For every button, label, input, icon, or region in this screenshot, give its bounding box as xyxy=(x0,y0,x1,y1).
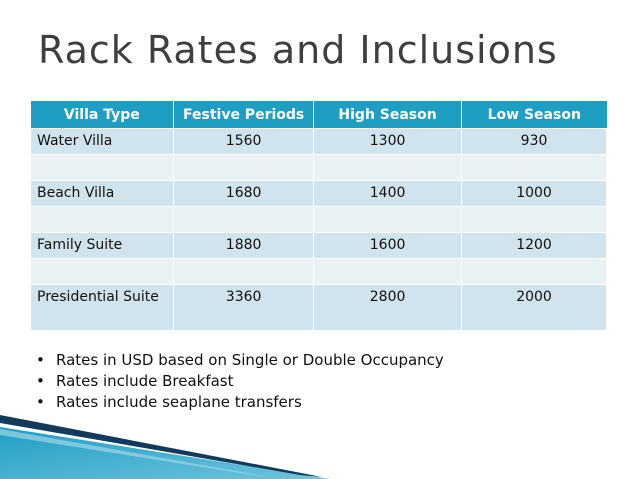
table-row: Presidential Suite 3360 2800 2000 xyxy=(29,284,607,331)
cell-villa: Water Villa xyxy=(29,128,175,155)
cell-villa: Presidential Suite xyxy=(29,284,175,331)
cell-low xyxy=(461,258,607,285)
cell-high: 2800 xyxy=(313,284,463,331)
slide-title: Rack Rates and Inclusions xyxy=(38,28,558,72)
cell-villa xyxy=(29,154,175,181)
cell-festive: 1680 xyxy=(173,180,315,207)
cell-festive: 1880 xyxy=(173,232,315,259)
cell-high: 1600 xyxy=(313,232,463,259)
cell-low: 1000 xyxy=(461,180,607,207)
cell-festive xyxy=(173,258,315,285)
notes-list: • Rates in USD based on Single or Double … xyxy=(36,350,444,413)
cell-low: 930 xyxy=(461,128,607,155)
header-high-season: High Season xyxy=(313,101,463,129)
note-text: Rates include seaplane transfers xyxy=(56,393,302,411)
table-row xyxy=(29,206,607,233)
cell-festive: 3360 xyxy=(173,284,315,331)
table-row xyxy=(29,154,607,181)
table-row xyxy=(29,258,607,285)
cell-festive xyxy=(173,206,315,233)
dark-swoosh xyxy=(0,415,322,477)
list-item: • Rates include seaplane transfers xyxy=(36,392,444,413)
teal-swoosh xyxy=(0,427,330,479)
light-swoosh xyxy=(0,429,270,477)
cell-villa xyxy=(29,258,175,285)
bullet-icon: • xyxy=(36,393,45,411)
cell-festive: 1560 xyxy=(173,128,315,155)
bullet-icon: • xyxy=(36,372,45,390)
cell-low xyxy=(461,206,607,233)
cell-festive xyxy=(173,154,315,181)
cell-low: 2000 xyxy=(461,284,607,331)
table-row: Water Villa 1560 1300 930 xyxy=(29,128,607,155)
decorative-swoosh xyxy=(0,415,330,479)
bullet-icon: • xyxy=(36,351,45,369)
cell-high xyxy=(313,258,463,285)
table-row: Family Suite 1880 1600 1200 xyxy=(29,232,607,259)
header-low-season: Low Season xyxy=(461,101,607,129)
list-item: • Rates in USD based on Single or Double … xyxy=(36,350,444,371)
cell-high xyxy=(313,206,463,233)
note-text: Rates in USD based on Single or Double O… xyxy=(56,351,444,369)
cell-high xyxy=(313,154,463,181)
cell-low xyxy=(461,154,607,181)
cell-high: 1400 xyxy=(313,180,463,207)
table-header-row: Villa Type Festive Periods High Season L… xyxy=(30,101,607,129)
note-text: Rates include Breakfast xyxy=(56,372,234,390)
cell-low: 1200 xyxy=(461,232,607,259)
header-villa-type: Villa Type xyxy=(30,101,175,129)
cell-villa: Beach Villa xyxy=(29,180,175,207)
table-row: Beach Villa 1680 1400 1000 xyxy=(29,180,607,207)
cell-villa: Family Suite xyxy=(29,232,175,259)
cell-high: 1300 xyxy=(313,128,463,155)
cell-villa xyxy=(29,206,175,233)
rates-table: Villa Type Festive Periods High Season L… xyxy=(29,101,607,331)
list-item: • Rates include Breakfast xyxy=(36,371,444,392)
header-festive-periods: Festive Periods xyxy=(173,101,315,129)
